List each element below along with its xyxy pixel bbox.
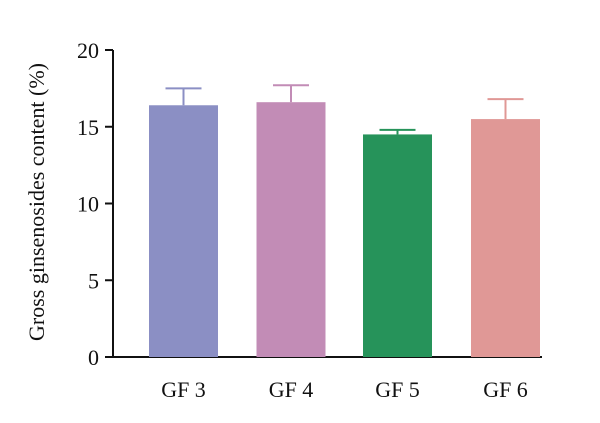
- bars: [149, 102, 540, 357]
- y-tick-label: 10: [77, 192, 99, 217]
- bar: [256, 102, 326, 357]
- y-tick-label: 0: [88, 345, 99, 370]
- y-tick-label: 5: [88, 268, 99, 293]
- x-tick-label: GF 5: [375, 377, 420, 402]
- bar: [149, 105, 218, 357]
- x-tick-label: GF 6: [483, 377, 528, 402]
- bar: [363, 134, 432, 357]
- y-tick-label: 15: [77, 115, 99, 140]
- x-axis: GF 3 GF 4 GF 5 GF 6: [112, 356, 542, 402]
- y-axis-title: Gross ginsenosides content (%): [24, 63, 49, 341]
- y-axis: 0 5 10 15 20: [77, 38, 114, 370]
- x-tick-label: GF 4: [269, 377, 314, 402]
- y-tick-label: 20: [77, 38, 99, 63]
- bar: [471, 119, 540, 357]
- error-bars: [165, 84, 524, 135]
- x-tick-label: GF 3: [161, 377, 206, 402]
